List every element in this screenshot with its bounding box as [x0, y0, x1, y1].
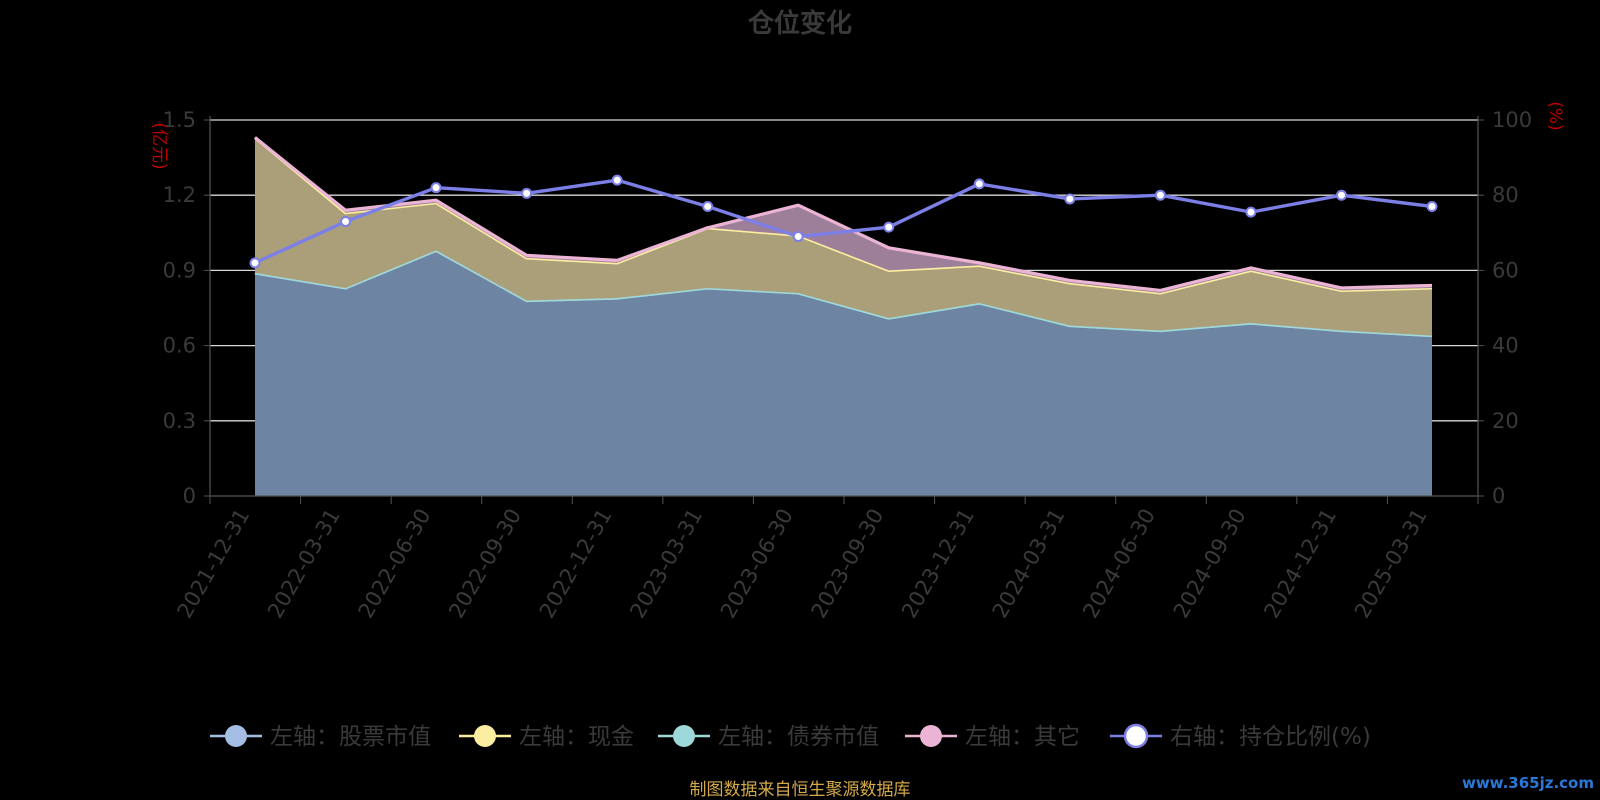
legend-marker — [920, 725, 942, 747]
point-持仓比例 — [1154, 189, 1166, 201]
legend-marker — [474, 725, 496, 747]
point-持仓比例 — [883, 221, 895, 233]
legend-label: 右轴：持仓比例(%) — [1170, 724, 1371, 750]
line-持仓比例 — [254, 178, 1433, 265]
chart-title: 仓位变化 — [747, 8, 852, 39]
y-left-tick-label: 1.2 — [163, 183, 196, 207]
y-left-tick-label: 1.5 — [163, 108, 196, 132]
legend-marker — [673, 725, 695, 747]
x-tick-label: 2021-12-31 — [173, 505, 255, 623]
point-持仓比例 — [973, 178, 985, 190]
y-right-tick-label: 60 — [1492, 258, 1519, 282]
y-right-tick-label: 80 — [1492, 183, 1519, 207]
x-tick-label: 2022-09-30 — [444, 505, 526, 623]
point-持仓比例 — [1064, 193, 1076, 205]
point-持仓比例 — [249, 257, 261, 269]
x-tick-label: 2022-06-30 — [354, 505, 436, 623]
point-持仓比例 — [340, 216, 352, 228]
point-持仓比例 — [1426, 200, 1438, 212]
x-tick-label: 2023-03-31 — [625, 505, 707, 623]
watermark: www.365jz.com — [1462, 774, 1594, 792]
y-left-unit: (亿元) — [149, 122, 169, 169]
y-left-tick-label: 0.9 — [163, 258, 196, 282]
y-right-tick-label: 100 — [1492, 108, 1532, 132]
x-tick-label: 2024-03-31 — [988, 505, 1070, 623]
y-right-tick-label: 20 — [1492, 409, 1519, 433]
x-tick-label: 2024-06-30 — [1078, 505, 1160, 623]
x-tick-label: 2023-09-30 — [807, 505, 889, 623]
y-right-unit: (%) — [1545, 101, 1565, 130]
legend-marker — [1123, 723, 1149, 749]
y-right-tick-label: 0 — [1492, 484, 1505, 508]
y-left-tick-label: 0.3 — [163, 409, 196, 433]
legend-label: 左轴：股票市值 — [270, 724, 431, 750]
x-tick-label: 2024-12-31 — [1259, 505, 1341, 623]
area-股票市值 — [255, 250, 1432, 496]
line-其它 — [253, 136, 1433, 293]
source-note: 制图数据来自恒生聚源数据库 — [690, 780, 911, 800]
point-持仓比例 — [702, 200, 714, 212]
y-left-tick-label: 0.6 — [163, 334, 196, 358]
x-tick-label: 2023-06-30 — [716, 505, 798, 623]
x-tick-label: 2025-03-31 — [1350, 505, 1432, 623]
legend-label: 左轴：其它 — [965, 724, 1080, 750]
x-tick-label: 2022-12-31 — [535, 505, 617, 623]
point-持仓比例 — [1335, 189, 1347, 201]
area-现金 — [255, 137, 1432, 336]
legend-label: 左轴：现金 — [519, 724, 634, 750]
legend-marker — [225, 725, 247, 747]
x-tick-label: 2022-03-31 — [263, 505, 345, 623]
point-持仓比例 — [611, 174, 623, 186]
point-持仓比例 — [430, 182, 442, 194]
point-持仓比例 — [1245, 206, 1257, 218]
point-持仓比例 — [792, 231, 804, 243]
point-持仓比例 — [521, 187, 533, 199]
x-tick-label: 2023-12-31 — [897, 505, 979, 623]
y-right-tick-label: 40 — [1492, 334, 1519, 358]
y-left-tick-label: 0 — [183, 484, 196, 508]
legend-label: 左轴：债券市值 — [718, 724, 879, 750]
x-tick-label: 2024-09-30 — [1169, 505, 1251, 623]
